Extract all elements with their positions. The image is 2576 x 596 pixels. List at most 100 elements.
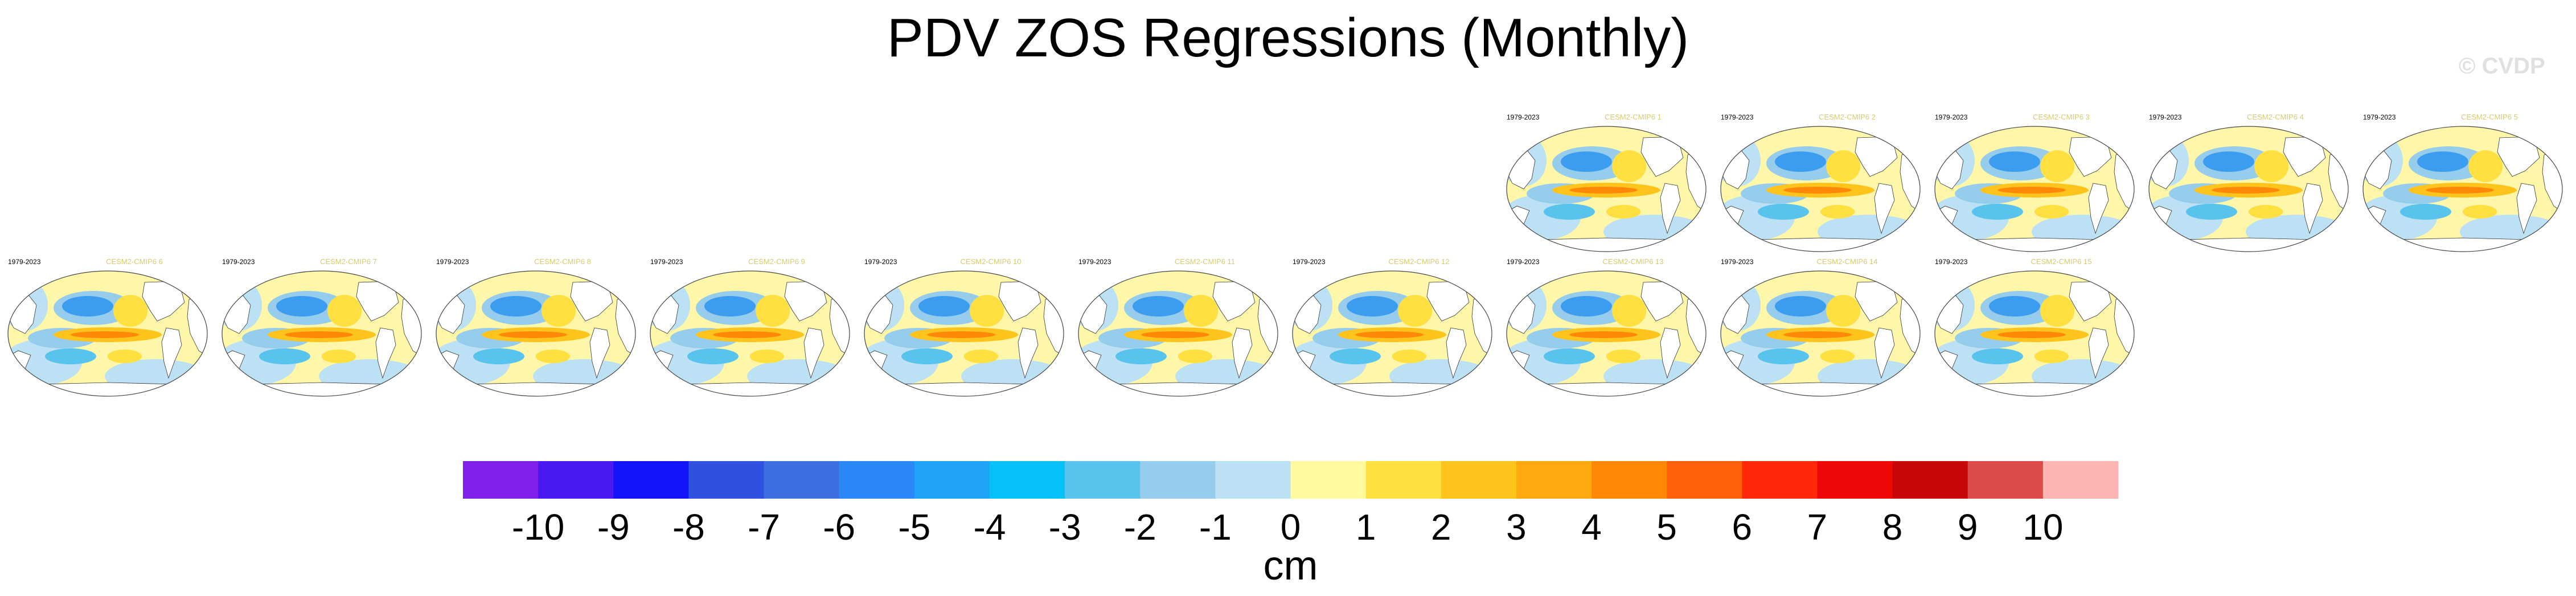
anomaly-patch (542, 295, 576, 327)
land-south-america (1018, 327, 1039, 379)
anomaly-patch (1141, 331, 1209, 338)
panel-model-label: CESM2-CMIP6 10 (961, 257, 1022, 266)
anomaly-patch (1612, 150, 1646, 182)
colorbar-tick-label: -7 (748, 507, 780, 548)
colorbar-tick-label: -4 (974, 507, 1006, 548)
globe-outline (2362, 126, 2563, 252)
land-south-america (803, 327, 825, 379)
anomaly-patch (2463, 205, 2497, 219)
anomaly-patch (1783, 331, 1852, 338)
colorbar-swatch (839, 461, 915, 499)
globe-outline (221, 270, 422, 397)
panel-model-label: CESM2-CMIP6 9 (748, 257, 805, 266)
anomaly-patch (1989, 151, 2040, 172)
panel-period-label: 1979-2023 (1935, 258, 1968, 266)
anomaly-patch (1820, 350, 1855, 363)
colorbar-swatch (613, 461, 689, 499)
land-south-america (161, 327, 182, 379)
panel-period-label: 1979-2023 (222, 258, 255, 266)
anomaly-patch (713, 331, 781, 338)
anomaly-patch (1347, 296, 1398, 317)
panel-model-label: CESM2-CMIP6 13 (1603, 257, 1664, 266)
anomaly-patch (1544, 348, 1595, 364)
panel-period-label: 1979-2023 (2149, 113, 2182, 121)
anomaly-patch (2400, 204, 2451, 220)
anomaly-patch (1184, 295, 1218, 327)
colorbar-tick-label: -6 (823, 507, 855, 548)
colorbar-swatch (1441, 461, 1517, 499)
anomaly-patch (2034, 350, 2069, 363)
land-south-america (2516, 183, 2537, 235)
anomaly-patch (970, 295, 1004, 327)
anomaly-patch (1569, 187, 1638, 194)
land-south-america (2088, 183, 2109, 235)
globe-outline (436, 270, 636, 397)
panel-model-label: CESM2-CMIP6 6 (106, 257, 163, 266)
anomaly-patch (1133, 296, 1184, 317)
anomaly-patch (1783, 187, 1852, 194)
panel-period-label: 1979-2023 (1721, 258, 1754, 266)
anomaly-patch (1775, 296, 1826, 317)
colorbar-swatch (1215, 461, 1291, 499)
land-south-america (1660, 327, 1681, 379)
anomaly-patch (964, 350, 998, 363)
globe-outline (1078, 270, 1278, 397)
land-south-america (1874, 183, 1895, 235)
map-panel: 1979-2023 CESM2-CMIP6 7 (221, 257, 422, 397)
panel-period-label: 1979-2023 (436, 258, 469, 266)
panel-period-label: 1979-2023 (2363, 113, 2396, 121)
panel-period-label: 1979-2023 (650, 258, 683, 266)
anomaly-patch (1612, 295, 1646, 327)
anomaly-patch (490, 296, 542, 317)
colorbar-swatch (1591, 461, 1667, 499)
colorbar-tick-label: 9 (1958, 507, 1978, 548)
anomaly-patch (2254, 150, 2288, 182)
anomaly-patch (2034, 205, 2069, 219)
anomaly-patch (322, 350, 356, 363)
globe-field (1078, 271, 1278, 396)
colorbar-swatch (1742, 461, 1818, 499)
anomaly-patch (2040, 295, 2074, 327)
colorbar-swatch (1516, 461, 1592, 499)
land-south-america (1446, 327, 1467, 379)
map-panel: 1979-2023 CESM2-CMIP6 8 (436, 257, 636, 397)
anomaly-patch (1561, 296, 1612, 317)
anomaly-patch (687, 348, 739, 364)
anomaly-patch (1972, 348, 2023, 364)
panel-period-label: 1979-2023 (1078, 258, 1111, 266)
anomaly-patch (2468, 150, 2503, 182)
anomaly-patch (927, 331, 995, 338)
land-south-america (2088, 327, 2109, 379)
colorbar-swatch (764, 461, 840, 499)
colorbar-swatch (1365, 461, 1442, 499)
colorbar-swatch (1140, 461, 1216, 499)
anomaly-patch (901, 348, 953, 364)
colorbar-tick-label: -9 (597, 507, 630, 548)
anomaly-patch (1758, 348, 1809, 364)
anomaly-patch (1775, 151, 1826, 172)
globe-outline (1506, 270, 1707, 397)
map-panel: 1979-2023 CESM2-CMIP6 5 (2362, 113, 2563, 252)
anomaly-patch (2249, 205, 2283, 219)
map-panels: 1979-2023 CESM2-CMIP6 1 1979-2023 CESM2-CMI… (7, 113, 2563, 397)
colorbar-tick-label: 3 (1506, 507, 1527, 548)
anomaly-patch (276, 296, 327, 317)
colorbar-swatch (1065, 461, 1141, 499)
anomaly-patch (1178, 350, 1212, 363)
colorbar-swatch (914, 461, 990, 499)
colorbar-swatch (1290, 461, 1367, 499)
colorbar-swatch (538, 461, 614, 499)
panel-period-label: 1979-2023 (8, 258, 41, 266)
colorbar-tick-label: 6 (1732, 507, 1753, 548)
anomaly-patch (259, 348, 310, 364)
anomaly-patch (2040, 150, 2074, 182)
anomaly-patch (750, 350, 784, 363)
panel-period-label: 1979-2023 (1507, 113, 1540, 121)
anomaly-patch (2212, 187, 2280, 194)
panel-model-label: CESM2-CMIP6 8 (534, 257, 591, 266)
anomaly-patch (285, 331, 353, 338)
colorbar-tick-label: -8 (672, 507, 705, 548)
anomaly-patch (1989, 296, 2040, 317)
panel-model-label: CESM2-CMIP6 3 (2033, 113, 2090, 121)
